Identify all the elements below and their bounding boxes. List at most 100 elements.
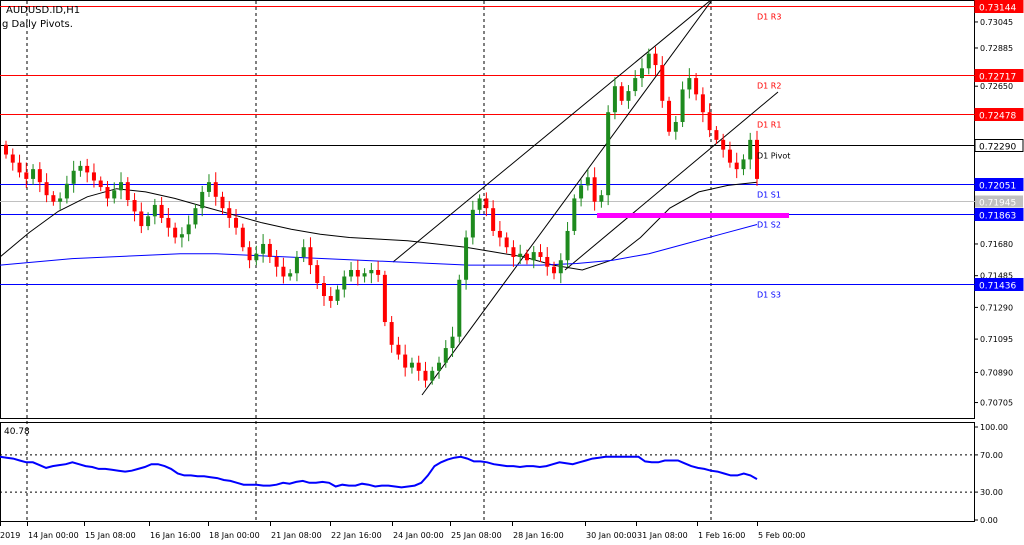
candle-bearish [396,344,401,355]
candle-bearish [734,162,739,170]
oscillator-line [0,455,758,489]
pivot-label: D1 Pivot [757,152,790,161]
candle-bearish [592,177,597,202]
pivot-levels [0,6,975,285]
candle-bullish [58,198,63,202]
candle-bullish [78,165,83,171]
candle-bearish [497,230,502,238]
candle-bearish [213,182,218,197]
candle-bearish [727,149,732,163]
candle-bearish [667,100,672,132]
candle-bearish [98,180,103,188]
candle-bearish [240,227,245,248]
candle-bullish [464,237,469,280]
candle-bullish [261,243,266,254]
candle-bearish [660,65,665,101]
candle-bullish [112,190,117,199]
candle-bullish [349,269,354,277]
time-tick-label: 18 Jan 00:00 [209,531,260,540]
candle-bullish [342,276,347,290]
candle-bearish [355,269,360,277]
candle-bullish [288,273,293,277]
time-tick-label: 16 Jan 16:00 [150,531,201,540]
candle-bearish [491,208,496,231]
time-tick-label: 15 Jan 08:00 [85,531,136,540]
candle-bullish [186,224,191,235]
candle-bearish [315,265,320,284]
candle-bearish [44,182,49,196]
price-tag-text: 0.72290 [979,143,1016,153]
candle-bearish [700,94,705,113]
candle-bearish [51,195,56,202]
price-tag-bg [974,178,1024,191]
candle-bearish [721,139,726,150]
candle-bullish [119,182,124,191]
price-tag-text: 0.71863 [979,212,1016,222]
pivot-label: D1 S3 [757,291,781,300]
candle-bullish [599,195,604,202]
price-tick-label: 0.72885 [980,44,1013,53]
candle-bullish [639,68,644,79]
candle-bearish [403,354,408,368]
time-tick-label: 24 Jan 00:00 [393,531,444,540]
candle-bullish [369,269,374,274]
candle-bearish [173,227,178,238]
candlesticks [4,46,759,388]
candle-bearish [234,217,239,228]
candle-bearish [24,172,29,179]
time-tick-label: 21 Jan 08:00 [271,531,322,540]
price-tag-text: 0.72478 [979,112,1016,122]
pivot-label: D1 R3 [757,13,781,22]
price-tick-label: 0.71680 [980,240,1013,249]
candle-bearish [267,243,272,257]
candle-bullish [409,362,414,368]
candle-bearish [538,252,543,257]
oscillator-tick-label: 70.00 [980,451,1003,460]
candle-bearish [159,204,164,218]
symbol-title: AUDUSD.ID,H1 [6,5,80,16]
candle-bearish [416,362,421,371]
candle-bearish [382,274,387,323]
candle-bullish [193,208,198,225]
candle-bearish [132,200,137,212]
price-tag-text: 0.72051 [979,182,1016,192]
time-tick-label: 14 Jan 00:00 [28,531,79,540]
channel-upper-line [392,0,712,263]
current-price-text: 0.71945 [979,199,1016,209]
candle-bearish [37,169,42,183]
candle-bullish [200,191,205,209]
time-tick-label: 1 Feb 16:00 [698,531,745,540]
price-tick-label: 0.71485 [980,272,1013,281]
time-axis: 2019 14 Jan 00:00 15 Jan 08:00 16 Jan 16:00… [0,522,805,540]
candle-bearish [423,370,428,381]
candle-bearish [274,256,279,267]
candle-bullish [301,247,306,257]
candle-bearish [552,266,557,274]
candle-bullish [450,336,455,349]
candle-bearish [4,144,8,155]
candle-bullish [531,252,536,261]
candle-bearish [85,165,90,173]
price-tick-label: 0.71095 [980,335,1013,344]
candle-bullish [206,182,211,192]
candle-bearish [545,256,550,267]
time-tick-label: 30 Jan 00:00 [586,531,637,540]
candle-bullish [477,198,482,210]
candle-bearish [10,154,15,163]
candle-bullish [179,234,184,238]
current-price-tag [975,195,1023,208]
vertical-gridlines [26,1,712,521]
candle-bearish [524,253,529,261]
time-tick-label: 22 Jan 16:00 [331,531,382,540]
candle-bullish [254,253,259,261]
oscillator-pane: 100.00 70.00 30.00 0.00 [0,423,1008,525]
candle-bullish [362,273,367,277]
time-tick-label: 5 Feb 00:00 [758,531,805,540]
candle-bearish [707,112,712,131]
indicator-title: g Daily Pivots. [2,19,73,30]
candle-bearish [714,130,719,140]
price-tag-text: 0.73144 [979,4,1016,14]
price-tag-bg [974,208,1024,221]
pivot-level-labels: D1 R3 0.73144 D1 R2 0.72717 D1 R1 0.72478 D1 P… [757,0,1024,300]
